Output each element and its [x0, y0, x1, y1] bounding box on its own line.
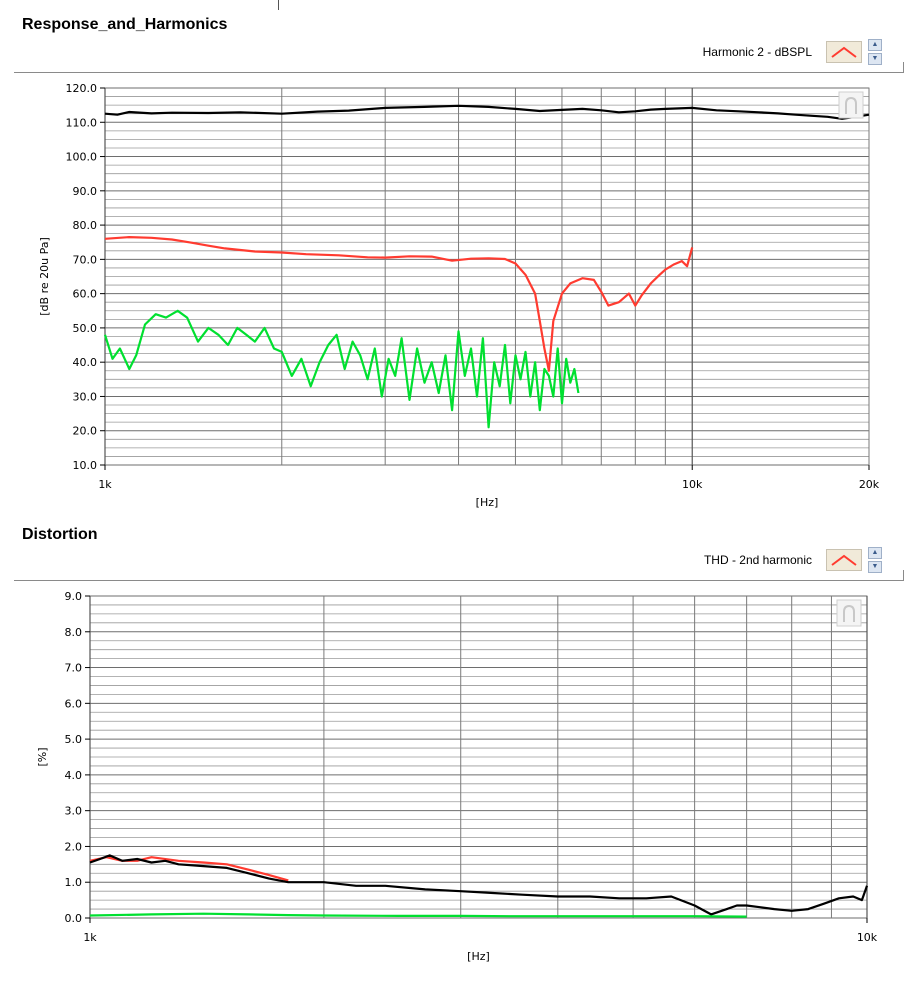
legend-distortion: THD - 2nd harmonic ▲ ▼	[704, 545, 882, 575]
series-line-2	[89, 912, 747, 918]
graph-palette-frame	[836, 599, 862, 627]
y-tick-label: 10.0	[73, 459, 98, 472]
graph-palette-glyph	[845, 96, 857, 114]
chevron-up-icon[interactable]: ▲	[868, 39, 882, 51]
y-tick-label: 80.0	[73, 219, 98, 232]
series-line-1	[104, 236, 694, 372]
plot-style-button[interactable]	[826, 41, 862, 63]
y-tick-label: 5.0	[65, 733, 83, 746]
legend-response: Harmonic 2 - dBSPL ▲ ▼	[703, 37, 882, 67]
legend-label-distortion: THD - 2nd harmonic	[703, 553, 812, 567]
chevron-down-icon[interactable]: ▼	[868, 53, 882, 65]
graph-palette-icon	[838, 91, 864, 119]
plot-area: 0.0 1.0 2.0 3.0 4.0 5.0 6.0 7.0 8.0 9.0 1k 10k [Hz] […	[36, 590, 878, 963]
y-tick-label: 1.0	[65, 876, 83, 889]
y-tick-label: 9.0	[65, 590, 83, 603]
y-tick-label: 0.0	[65, 912, 83, 925]
legend-scroll[interactable]: ▲ ▼	[868, 39, 882, 65]
panel-title-distortion: Distortion	[22, 526, 98, 543]
plot-style-button[interactable]	[826, 549, 862, 571]
panel-divider-end	[903, 62, 904, 72]
line-style-icon	[831, 554, 857, 566]
x-tick-label: 20k	[859, 478, 880, 491]
y-tick-label: 120.0	[66, 82, 98, 95]
y-tick-label: 2.0	[65, 840, 83, 853]
y-tick-label: 3.0	[65, 805, 83, 818]
panel-divider	[14, 580, 904, 581]
top-divider-tick	[278, 0, 279, 10]
series-line-0	[104, 104, 870, 120]
plot-area: 10.0 20.0 30.0 40.0 50.0 60.0 70.0 80.0 90.0 100.…	[38, 82, 880, 509]
x-tick-label: 10k	[682, 478, 703, 491]
x-tick-label: 1k	[83, 931, 97, 944]
x-tick-label: 1k	[98, 478, 112, 491]
panel-divider	[14, 72, 904, 73]
line-style-icon	[831, 46, 857, 58]
y-axis-label: [dB re 20u Pa]	[38, 237, 51, 316]
y-axis-label: [%]	[36, 747, 49, 766]
x-axis-label: [Hz]	[467, 950, 490, 963]
y-tick-label: 50.0	[73, 322, 98, 335]
graph-palette-frame	[838, 91, 864, 119]
y-tick-label: 4.0	[65, 769, 83, 782]
x-tick-label: 10k	[857, 931, 878, 944]
y-tick-label: 7.0	[65, 662, 83, 675]
chevron-down-icon[interactable]: ▼	[868, 561, 882, 573]
x-axis-label: [Hz]	[476, 496, 499, 509]
chevron-up-icon[interactable]: ▲	[868, 547, 882, 559]
y-tick-label: 6.0	[65, 697, 83, 710]
legend-scroll[interactable]: ▲ ▼	[868, 547, 882, 573]
panel-title-response: Response_and_Harmonics	[22, 16, 228, 33]
y-tick-label: 60.0	[73, 288, 98, 301]
y-tick-label: 70.0	[73, 253, 98, 266]
legend-label-response: Harmonic 2 - dBSPL	[702, 45, 812, 59]
series-line-2	[103, 309, 580, 429]
y-tick-label: 30.0	[73, 390, 98, 403]
y-tick-label: 110.0	[66, 116, 98, 129]
panel-divider-end	[903, 570, 904, 580]
y-tick-label: 100.0	[66, 151, 98, 164]
response-chart[interactable]: 10.0 20.0 30.0 40.0 50.0 60.0 70.0 80.0 90.0 100.…	[0, 0, 912, 520]
y-tick-label: 8.0	[65, 626, 83, 639]
graph-palette-icon	[836, 599, 862, 627]
y-tick-label: 20.0	[73, 425, 98, 438]
series-line-1	[89, 854, 869, 916]
y-tick-label: 90.0	[73, 185, 98, 198]
y-tick-label: 40.0	[73, 356, 98, 369]
graph-palette-glyph	[843, 604, 855, 622]
